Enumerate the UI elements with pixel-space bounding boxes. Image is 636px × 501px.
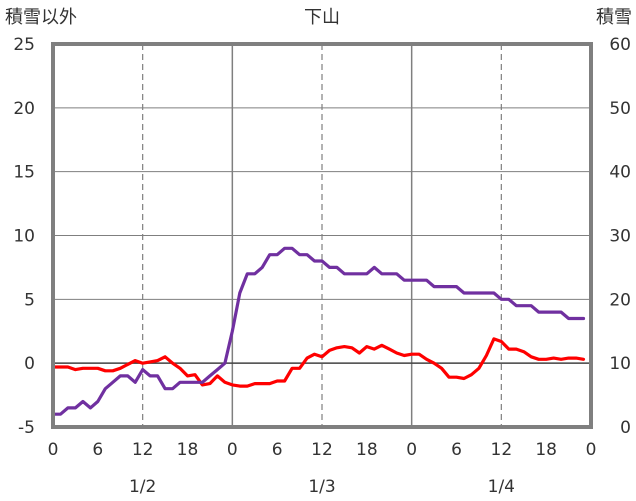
- x-hour-label: 0: [586, 440, 597, 460]
- axes: -5 0 5 10 15 20 25 0 10 20 30 40 50 60 0 6 12 18 0 6 12 18 0 6 1…: [13, 35, 631, 497]
- left-tick-label: 5: [24, 290, 35, 310]
- left-tick-label: 10: [13, 227, 35, 247]
- right-tick-label: 20: [609, 290, 631, 310]
- grid: [53, 44, 591, 427]
- snow_depth-line: [51, 246, 586, 416]
- x-hour-label: 6: [272, 440, 283, 460]
- left-tick-label: 25: [13, 35, 35, 55]
- left-tick-label: 20: [13, 99, 35, 119]
- right-tick-label: 50: [609, 99, 631, 119]
- x-hour-label: 18: [177, 440, 199, 460]
- right-tick-label: 0: [620, 418, 631, 438]
- right-tick-label: 10: [609, 354, 631, 374]
- x-hour-label: 6: [92, 440, 103, 460]
- x-hour-label: 12: [132, 440, 154, 460]
- x-hour-label: 0: [227, 440, 238, 460]
- left-tick-label: 0: [24, 354, 35, 374]
- left-tick-label: -5: [18, 418, 35, 438]
- x-date-label: 1/2: [129, 477, 156, 497]
- right-tick-label: 40: [609, 163, 631, 183]
- x-hour-label: 12: [311, 440, 333, 460]
- x-hour-label: 6: [451, 440, 462, 460]
- x-hour-label: 0: [406, 440, 417, 460]
- right-tick-label: 30: [609, 227, 631, 247]
- chart-title: 下山: [304, 7, 340, 28]
- plot-frame: [51, 42, 593, 429]
- x-hour-label: 18: [535, 440, 557, 460]
- x-hour-label: 12: [491, 440, 513, 460]
- x-date-label: 1/3: [308, 477, 335, 497]
- x-hour-label: 0: [48, 440, 59, 460]
- right-axis-title: 積雪: [596, 7, 632, 28]
- left-axis-title: 積雪以外: [5, 7, 77, 28]
- x-hour-label: 18: [356, 440, 378, 460]
- series: [51, 246, 586, 416]
- temperature-line: [51, 337, 586, 388]
- x-date-label: 1/4: [488, 477, 515, 497]
- left-tick-label: 15: [13, 163, 35, 183]
- right-tick-label: 60: [609, 35, 631, 55]
